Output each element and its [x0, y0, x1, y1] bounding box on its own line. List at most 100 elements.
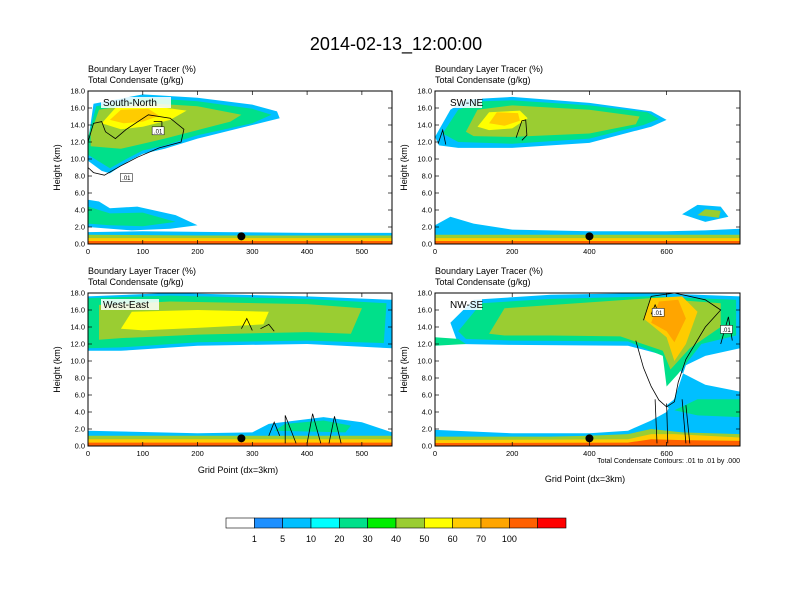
panel-label: NW-SE: [450, 300, 483, 311]
colorbar-swatch: [424, 517, 453, 529]
colorbar-label: 70: [476, 534, 486, 544]
shaded-region-60: [109, 108, 160, 124]
x-tick-label: 300: [246, 247, 259, 256]
colorbar: 1 5 10 20 30 40 50 60 70 100: [225, 517, 567, 544]
x-tick-label: 600: [660, 449, 673, 458]
colorbar-swatch: [282, 517, 312, 529]
colorbar-label: 30: [363, 534, 373, 544]
y-axis-label: Height (km): [52, 346, 62, 393]
y-tick-label: 10.0: [70, 155, 85, 164]
y-tick-label: 0.0: [422, 240, 432, 249]
shaded-region-20: [674, 399, 740, 418]
colorbar-swatch: [367, 517, 397, 529]
y-tick-label: 14.0: [70, 121, 85, 130]
y-tick-label: 14.0: [70, 323, 85, 332]
shaded-region-100: [435, 241, 740, 244]
contour-line: [635, 293, 722, 408]
colorbar-swatch: [537, 517, 567, 529]
contour-label-box: [151, 126, 165, 136]
y-tick-label: 16.0: [70, 306, 85, 315]
colorbar-label: 10: [306, 534, 316, 544]
y-tick-label: 12.0: [70, 138, 85, 147]
shaded-region-60: [489, 112, 520, 126]
shaded-region-50: [120, 310, 269, 331]
colorbar-label: 50: [419, 534, 429, 544]
contour-line: [260, 323, 275, 332]
x-tick-label: 400: [301, 449, 314, 458]
panel-header-line2: Total Condensate (g/kg): [435, 277, 531, 287]
panel-header-line1: Boundary Layer Tracer (%): [88, 64, 196, 74]
y-tick-label: 18.0: [70, 289, 85, 298]
y-tick-label: 0.0: [75, 240, 85, 249]
x-tick-label: 0: [433, 247, 437, 256]
colorbar-swatch: [395, 517, 425, 529]
colorbar-swatch: [310, 517, 340, 529]
panel-header-line2: Total Condensate (g/kg): [88, 277, 184, 287]
contour-line: [681, 399, 687, 444]
colorbar-swatch: [480, 517, 510, 529]
colorbar-label: 5: [280, 534, 285, 544]
colorbar-swatch: [339, 517, 368, 529]
y-tick-label: 2.0: [75, 425, 85, 434]
contour-line: [437, 128, 447, 145]
y-tick-label: 10.0: [70, 357, 85, 366]
panel-label: SW-NE: [450, 98, 483, 109]
y-tick-label: 4.0: [422, 408, 432, 417]
colorbar-swatch: [225, 517, 255, 529]
contour-label-box: [720, 325, 733, 334]
contour-line: [268, 421, 281, 436]
contour-label-box: [120, 173, 133, 182]
panel-sw-ne: Boundary Layer Tracer (%)Total Condensat…: [399, 64, 741, 256]
y-axis-label: Height (km): [52, 144, 62, 191]
y-tick-label: 8.0: [422, 374, 432, 383]
x-tick-label: 200: [506, 449, 519, 458]
panel-nw-se: Boundary Layer Tracer (%)Total Condensat…: [399, 266, 741, 458]
y-tick-label: 12.0: [417, 340, 432, 349]
y-tick-label: 0.0: [75, 442, 85, 451]
contour-label: .01: [154, 129, 163, 135]
colorbar-swatch: [509, 517, 538, 529]
y-tick-label: 8.0: [75, 374, 85, 383]
x-tick-label: 500: [356, 449, 369, 458]
condensate-contours: .01 .01: [635, 293, 733, 444]
plot-frame: [434, 90, 741, 245]
y-tick-label: 10.0: [417, 155, 432, 164]
panel-header-line2: Total Condensate (g/kg): [88, 75, 184, 85]
y-tick-label: 6.0: [422, 189, 432, 198]
contour-line: [328, 416, 342, 444]
shaded-region-40: [697, 209, 721, 218]
shaded-region-100: [435, 439, 740, 446]
panel-header-line1: Boundary Layer Tracer (%): [435, 64, 543, 74]
colorbar-label: 20: [334, 534, 344, 544]
y-tick-label: 8.0: [75, 172, 85, 181]
x-tick-label: 500: [356, 247, 369, 256]
x-tick-label: 400: [583, 247, 596, 256]
colorbar-label: 100: [502, 534, 517, 544]
filled-contours: [435, 96, 740, 244]
y-tick-label: 18.0: [417, 289, 432, 298]
y-tick-label: 4.0: [422, 206, 432, 215]
y-tick-label: 4.0: [75, 206, 85, 215]
x-tick-label: 200: [191, 449, 204, 458]
panel-label-bg: [101, 299, 159, 310]
plot-frame: [87, 90, 393, 245]
x-tick-label: 200: [191, 247, 204, 256]
contour-line: [654, 399, 658, 444]
panel-label-bg: [101, 97, 171, 108]
contour-line: [241, 317, 253, 331]
contour-label: .01: [122, 176, 131, 182]
contour-note: Total Condensate Contours: .01 to .01 by…: [597, 458, 740, 465]
panel-label-bg: [448, 97, 482, 108]
y-tick-label: 6.0: [422, 391, 432, 400]
shaded-region-20: [88, 206, 176, 227]
x-tick-label: 400: [583, 449, 596, 458]
y-tick-label: 6.0: [75, 189, 85, 198]
location-marker: [585, 232, 594, 241]
y-tick-label: 2.0: [422, 223, 432, 232]
contour-line: [685, 405, 691, 444]
shaded-region-100: [88, 442, 392, 446]
figure-title: 2014-02-13_12:00:00: [310, 34, 482, 55]
x-axis-label-left: Grid Point (dx=3km): [198, 465, 278, 475]
y-tick-label: 2.0: [75, 223, 85, 232]
